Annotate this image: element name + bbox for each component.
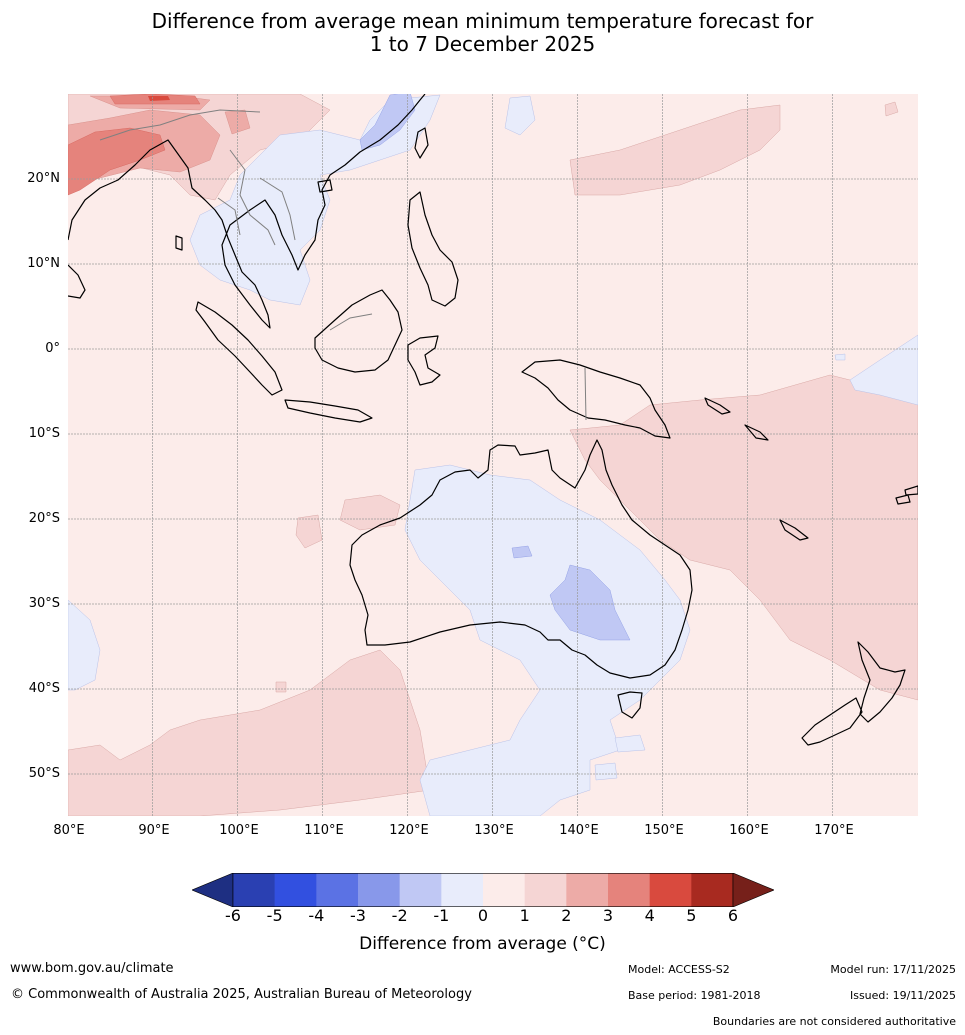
india-south-coast (68, 264, 86, 299)
forecast-map (68, 94, 918, 816)
hainan-coast (317, 179, 333, 193)
anomaly-neg2-to-neg1-areas (359, 94, 631, 641)
colorbar-segment (316, 873, 359, 907)
colorbar-segment (399, 873, 442, 907)
colorbar-segments (192, 873, 774, 907)
lat-label-10n: 10°N (27, 256, 60, 271)
colorbar-extend-high (732, 873, 774, 907)
lon-label-130e: 130°E (474, 823, 514, 838)
lon-label-160e: 160°E (729, 823, 769, 838)
lat-label-50s: 50°S (28, 766, 60, 781)
colorbar-tick-label: 0 (477, 906, 489, 925)
footer-website[interactable]: www.bom.gov.au/climate (10, 961, 174, 976)
map-canvas (68, 94, 918, 816)
lon-label-120e: 120°E (389, 823, 429, 838)
colorbar-segment (691, 873, 734, 907)
sri-lanka-coast (175, 235, 183, 251)
lat-label-20n: 20°N (27, 171, 60, 186)
lon-label-170e: 170°E (814, 823, 854, 838)
colorbar-tick-label: -4 (308, 906, 325, 925)
lon-label-110e: 110°E (304, 823, 344, 838)
borneo-coast (314, 289, 403, 373)
footer-copyright: © Commonwealth of Australia 2025, Austra… (11, 987, 472, 1002)
fiji-coast (895, 485, 918, 505)
lon-label-80e: 80°E (53, 823, 85, 838)
colorbar-tick-label: 6 (727, 906, 739, 925)
footer-model-run: Model run: 17/11/2025 (830, 963, 956, 976)
colorbar-tick-label: 4 (644, 906, 655, 925)
colorbar-segment (441, 873, 484, 907)
footer-issued: Issued: 19/11/2025 (849, 989, 956, 1002)
colorbar-segment (358, 873, 400, 907)
colorbar-tick-label: 2 (561, 906, 572, 925)
colorbar-segment (483, 873, 525, 907)
lat-label-10s: 10°S (28, 426, 60, 441)
nz-south-island (801, 697, 863, 746)
sumatra-coast (195, 301, 283, 396)
colorbar-tick-label: -1 (433, 906, 450, 925)
colorbar-extend-low (192, 873, 234, 907)
coastlines (68, 94, 918, 746)
lon-label-90e: 90°E (138, 823, 170, 838)
australia-coast (349, 439, 693, 679)
colorbar-title: Difference from average (°C) (359, 934, 606, 954)
taiwan-coast (414, 127, 429, 159)
lat-label-30s: 30°S (28, 596, 60, 611)
colorbar-segment (649, 873, 692, 907)
lat-label-20s: 20°S (28, 511, 60, 526)
colorbar-tick-label: 1 (519, 906, 530, 925)
colorbar-tick-label: -2 (391, 906, 408, 925)
philippines-coast (407, 191, 459, 307)
graticule (68, 94, 918, 816)
colorbar-tick-label: 5 (686, 906, 697, 925)
lon-label-100e: 100°E (219, 823, 259, 838)
lat-label-0: 0° (45, 341, 60, 356)
footer-base-period: Base period: 1981-2018 (628, 989, 761, 1002)
colorbar-tick-label: -6 (225, 906, 241, 925)
sulawesi-coast (407, 335, 441, 386)
lon-label-150e: 150°E (644, 823, 684, 838)
footer-model: Model: ACCESS-S2 (628, 963, 730, 976)
new-guinea-coast (521, 359, 671, 439)
map-title: Difference from average mean minimum tem… (0, 10, 965, 56)
java-coast (284, 399, 373, 423)
colorbar-segment (566, 873, 609, 907)
lat-label-40s: 40°S (28, 681, 60, 696)
tasmania-coast (617, 691, 643, 719)
title-line-1: Difference from average mean minimum tem… (151, 9, 814, 33)
country-borders (99, 109, 587, 421)
colorbar-segment (233, 873, 275, 907)
anomaly-4-to-5-areas (148, 96, 170, 101)
colorbar-tick-label: -3 (350, 906, 366, 925)
title-line-2: 1 to 7 December 2025 (369, 32, 596, 56)
colorbar-tick-label: -5 (266, 906, 283, 925)
new-caledonia-coast (779, 519, 809, 541)
colorbar-tick-label: 3 (602, 906, 614, 925)
nz-north-island (857, 641, 906, 723)
solomon-islands-coast (704, 397, 769, 441)
colorbar-segment (608, 873, 650, 907)
colorbar (192, 873, 774, 907)
footer-disclaimer: Boundaries are not considered authoritat… (712, 1015, 956, 1028)
colorbar-segment (274, 873, 317, 907)
colorbar-segment (524, 873, 567, 907)
lon-label-140e: 140°E (559, 823, 599, 838)
